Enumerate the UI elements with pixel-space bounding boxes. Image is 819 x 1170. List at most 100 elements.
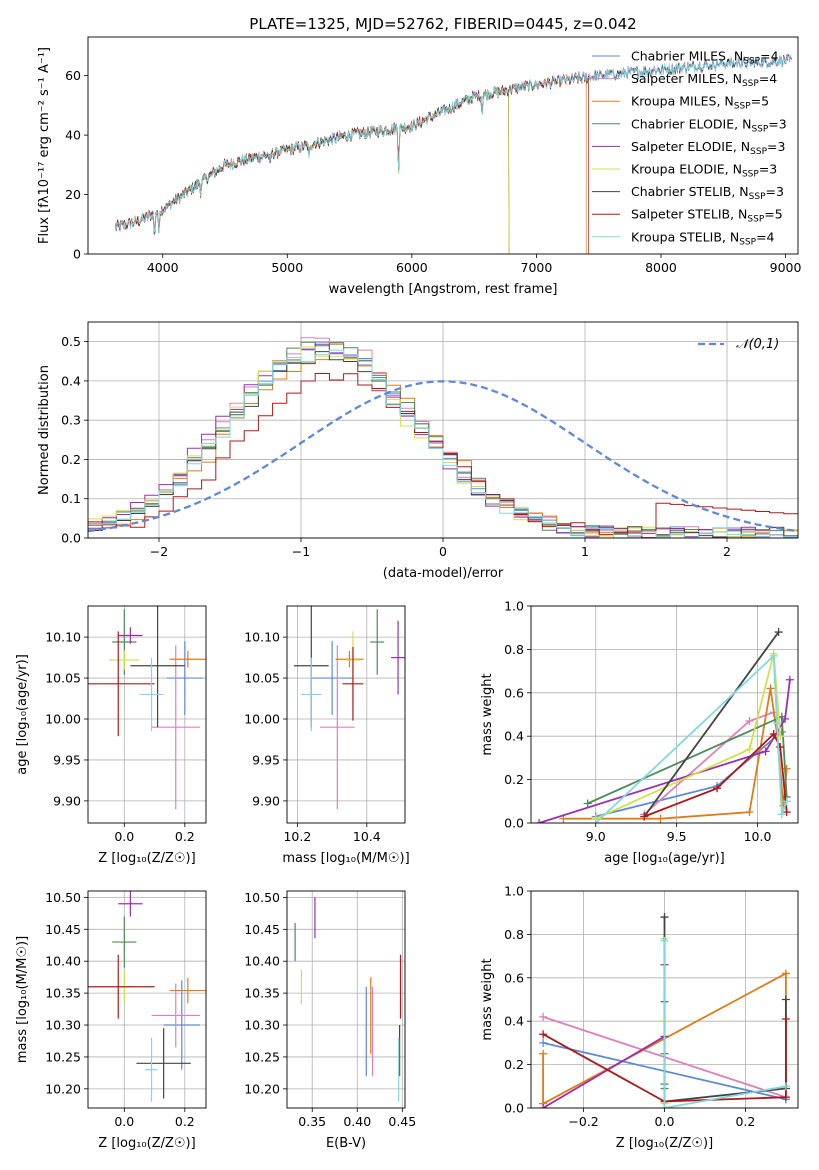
y-tick-label: 9.95 (53, 752, 81, 767)
y-tick-label: 9.95 (252, 752, 280, 767)
weight-line (643, 631, 780, 818)
x-tick-label: 0.0 (655, 1114, 675, 1129)
y-tick-label: 10.00 (45, 712, 81, 727)
y-tick-label: 9.90 (252, 793, 280, 808)
y-tick-label: 60 (65, 68, 81, 83)
x-axis-label: age [log₁₀(age/yr)] (604, 851, 725, 866)
weight-marker (656, 814, 665, 823)
x-tick-label: −2 (150, 544, 168, 559)
x-tick-label: 10.4 (353, 829, 381, 844)
spectrum-line (115, 71, 587, 254)
legend-entry: Chabrier STELIB, NSSP=3 (631, 184, 784, 202)
y-tick-label: 0.2 (504, 772, 524, 787)
x-tick-label: 0.40 (343, 1114, 371, 1129)
y-tick-label: 0.6 (504, 685, 524, 700)
y-tick-label: 10.25 (244, 1049, 280, 1064)
plot-area (115, 53, 793, 254)
x-tick-label: 9.5 (667, 829, 687, 844)
weight-marker (781, 995, 790, 1004)
weight-marker (745, 745, 754, 754)
plot-area (88, 337, 798, 538)
plot-area (88, 891, 206, 1102)
normal-reference-curve (88, 380, 798, 533)
age-vs-metallicity-panel: 0.0 0.2 9.90 9.95 10.00 10.05 10.10 Z [log₁₀(Z/… (15, 605, 207, 866)
weight-marker (782, 764, 791, 773)
weight-marker (640, 812, 649, 821)
y-tick-label: 0 (73, 247, 81, 262)
x-tick-label: 0.45 (388, 1114, 416, 1129)
y-tick-label: 10.50 (45, 890, 81, 905)
weight-marker (781, 969, 790, 978)
y-tick-label: 1.0 (504, 884, 524, 899)
y-tick-label: 40 (65, 128, 81, 143)
y-tick-label: 10.45 (45, 922, 81, 937)
spectrum-line (115, 71, 590, 254)
weight-marker (745, 808, 754, 817)
y-tick-label: 10.45 (244, 922, 280, 937)
plot-area (535, 628, 794, 823)
y-axis-label: mass weight (480, 673, 495, 755)
y-tick-label: 0.5 (61, 334, 81, 349)
spectrum-line (115, 86, 510, 254)
y-tick-label: 10.20 (244, 1081, 280, 1096)
weight-marker (583, 799, 592, 808)
y-tick-label: 20 (65, 187, 81, 202)
legend-entry: Kroupa MILES, NSSP=5 (631, 94, 769, 112)
mass-vs-metallicity-panel: 0.0 0.2 10.20 10.25 10.30 10.35 10.40 10.45 10.5… (15, 890, 207, 1151)
weight-marker (782, 808, 791, 817)
weight-marker (769, 651, 778, 660)
weight-marker (772, 719, 781, 728)
legend-entry: Kroupa ELODIE, NSSP=3 (631, 162, 777, 180)
y-tick-label: 10.10 (244, 630, 280, 645)
y-tick-label: 10.30 (45, 1018, 81, 1033)
axes-frame (530, 890, 799, 1109)
x-tick-label: 0.0 (114, 829, 134, 844)
x-tick-label: −0.2 (568, 1114, 598, 1129)
y-tick-label: 0.3 (61, 413, 81, 428)
plot-area (539, 913, 790, 1108)
histogram-step (88, 349, 798, 538)
figure-title: PLATE=1325, MJD=52762, FIBERID=0445, z=0… (249, 15, 636, 33)
y-tick-label: 10.50 (244, 890, 280, 905)
x-tick-label: 9.0 (586, 829, 606, 844)
weight-marker (781, 1093, 790, 1102)
x-tick-label: 9000 (770, 260, 802, 275)
x-axis-label: Z [log₁₀(Z/Z☉)] (616, 1136, 713, 1151)
spectrum-line (115, 54, 793, 234)
x-tick-label: 0.35 (298, 1114, 326, 1129)
weight-marker (539, 1104, 548, 1108)
weight-marker (782, 797, 791, 806)
y-tick-label: 0.0 (61, 531, 81, 546)
x-axis-label: mass [log₁₀(M/M☉)] (282, 851, 409, 866)
plot-area (88, 606, 206, 810)
x-tick-label: 1 (581, 544, 589, 559)
weight-line (538, 679, 791, 823)
weight-line (595, 653, 782, 820)
x-tick-label: 0 (439, 544, 447, 559)
y-tick-label: 0.4 (504, 1014, 524, 1029)
y-tick-label: 10.30 (244, 1018, 280, 1033)
y-tick-label: 10.00 (244, 712, 280, 727)
x-axis-label: Z [log₁₀(Z/Z☉)] (98, 1136, 195, 1151)
y-tick-label: 0.1 (61, 491, 81, 506)
y-tick-label: 0.6 (504, 970, 524, 985)
y-tick-label: 10.20 (45, 1081, 81, 1096)
y-tick-label: 10.35 (244, 986, 280, 1001)
y-axis-label: mass [log₁₀(M/M☉)] (15, 936, 30, 1063)
x-tick-label: 0.2 (175, 829, 195, 844)
x-axis-label: wavelength [Angstrom, rest frame] (329, 282, 558, 297)
y-tick-label: 0.2 (61, 452, 81, 467)
x-tick-label: 0.2 (175, 1114, 195, 1129)
spectrum-line (115, 87, 510, 254)
y-tick-label: 0.8 (504, 927, 524, 942)
legend-entry: Salpeter STELIB, NSSP=5 (631, 207, 783, 225)
y-axis-label: Flux [fλ10⁻¹⁷ erg cm⁻² s⁻¹ A⁻¹] (37, 47, 52, 244)
weight-marker (785, 675, 794, 684)
mass-weight-vs-metallicity-panel: −0.2 0.0 0.2 0.0 0.2 0.4 0.6 0.8 1.0 Z [log₁₀(Z/Z… (480, 884, 799, 1151)
weight-marker (660, 1104, 669, 1108)
weight-marker (713, 784, 722, 793)
y-tick-label: 0.0 (504, 816, 524, 831)
weight-marker (745, 717, 754, 726)
y-tick-label: 10.25 (45, 1049, 81, 1064)
